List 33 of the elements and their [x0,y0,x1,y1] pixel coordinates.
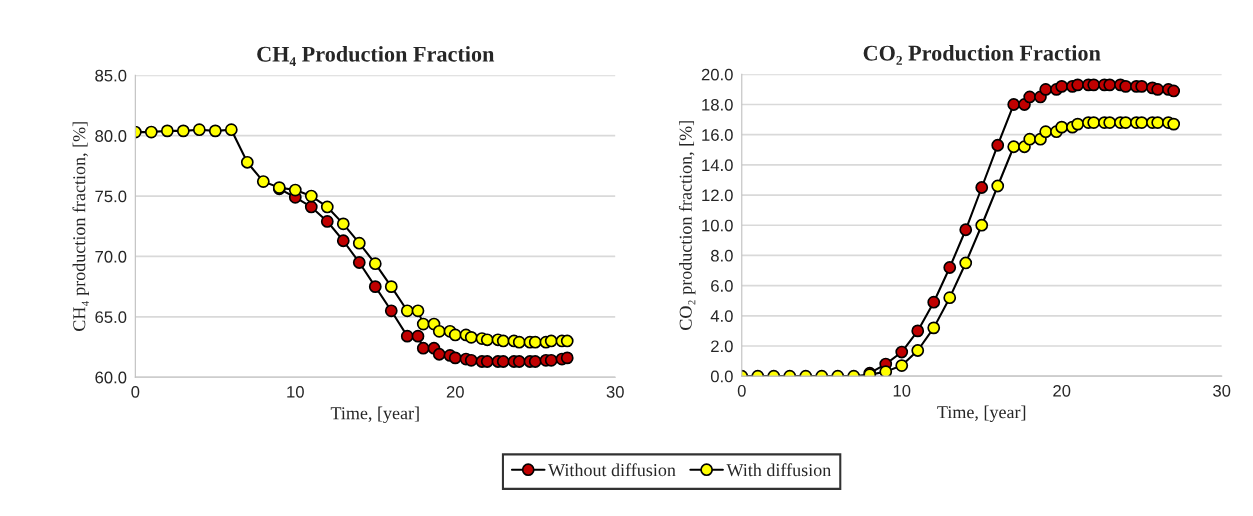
y-tick-label: 70.0 [95,250,127,263]
y-tick-label: 6.0 [711,280,733,292]
x-tick-label: 0 [737,384,746,397]
y-tick-label: 16.0 [702,129,733,141]
y-tick-label: 4.0 [710,310,733,322]
x-tick-label: 30 [606,385,624,398]
y-tick-label: 12.0 [702,189,733,202]
y-tick-label: 10.0 [702,219,733,232]
y-tick-label: 65.0 [95,311,127,324]
x-axis-title: Time, [year] [330,406,419,424]
chart-title: CH₄ Production Fraction [257,46,495,66]
y-tick-label: 80.0 [95,130,127,142]
y-axis-title: CH₄ production fraction, [%] [72,122,89,331]
x-tick-label: 20 [446,385,464,398]
legend-label: Without diffusion [548,463,676,477]
y-tick-label: 20.0 [701,68,733,81]
chart-title: CO₂ Production Fraction [863,44,1101,65]
x-tick-label: 20 [1053,384,1071,397]
x-tick-label: 10 [287,385,304,398]
y-tick-label: 8.0 [711,249,733,262]
x-tick-label: 30 [1213,384,1231,397]
y-tick-label: 60.0 [95,371,127,384]
y-axis-title: CO₂ production fraction, [%] [678,121,696,330]
y-tick-label: 2.0 [711,340,733,353]
x-tick-label: 10 [893,384,911,397]
y-tick-label: 14.0 [702,159,733,172]
legend-label: With diffusion [726,463,831,477]
y-tick-label: 0.0 [710,370,733,383]
y-tick-label: 75.0 [95,190,127,203]
y-tick-label: 18.0 [702,98,733,111]
x-tick-label: 0 [131,385,140,398]
x-axis-title: Time, [year] [937,405,1026,423]
y-tick-label: 85.0 [95,69,127,82]
